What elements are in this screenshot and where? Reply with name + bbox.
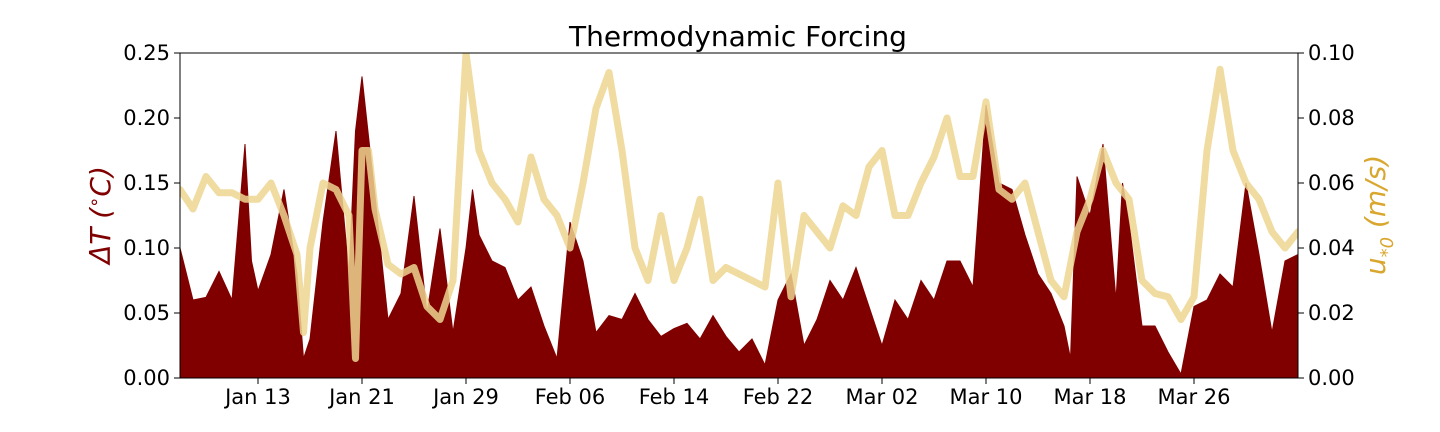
right-tick-label: 0.06 — [1308, 171, 1355, 195]
left-tick-label: 0.25 — [123, 41, 170, 65]
right-tick-label: 0.10 — [1308, 41, 1355, 65]
x-tick-label: Mar 02 — [845, 385, 918, 409]
left-axis-label: ΔT (∘C) — [84, 166, 117, 266]
x-tick-label: Jan 29 — [431, 385, 499, 409]
right-tick-label: 0.04 — [1308, 236, 1355, 260]
x-tick-label: Feb 14 — [639, 385, 710, 409]
series-u-star-line — [180, 53, 1298, 362]
left-tick-label: 0.20 — [123, 106, 170, 130]
plot-area — [180, 53, 1298, 378]
x-tick-label: Feb 22 — [743, 385, 814, 409]
left-tick-label: 0.10 — [123, 236, 170, 260]
left-tick-label: 0.15 — [123, 171, 170, 195]
plot-frame — [179, 52, 1299, 379]
axes: 0.00 0.05 0.10 0.15 0.20 0.25 0.00 0.02 0.04 0.06… — [123, 41, 1355, 409]
left-tick-label: 0.00 — [123, 366, 170, 390]
right-tick-label: 0.02 — [1308, 301, 1355, 325]
chart-title: Thermodynamic Forcing — [568, 20, 907, 53]
right-tick-label: 0.08 — [1308, 106, 1355, 130]
x-tick-label: Mar 10 — [949, 385, 1022, 409]
x-tick-label: Feb 06 — [535, 385, 606, 409]
x-tick-label: Jan 21 — [327, 385, 395, 409]
left-tick-label: 0.05 — [123, 301, 170, 325]
x-tick-label: Jan 13 — [223, 385, 291, 409]
right-axis-label: u*0 (m/s) — [1359, 155, 1398, 275]
x-tick-label: Mar 18 — [1053, 385, 1126, 409]
x-tick-label: Mar 26 — [1157, 385, 1230, 409]
right-tick-label: 0.00 — [1308, 366, 1355, 390]
